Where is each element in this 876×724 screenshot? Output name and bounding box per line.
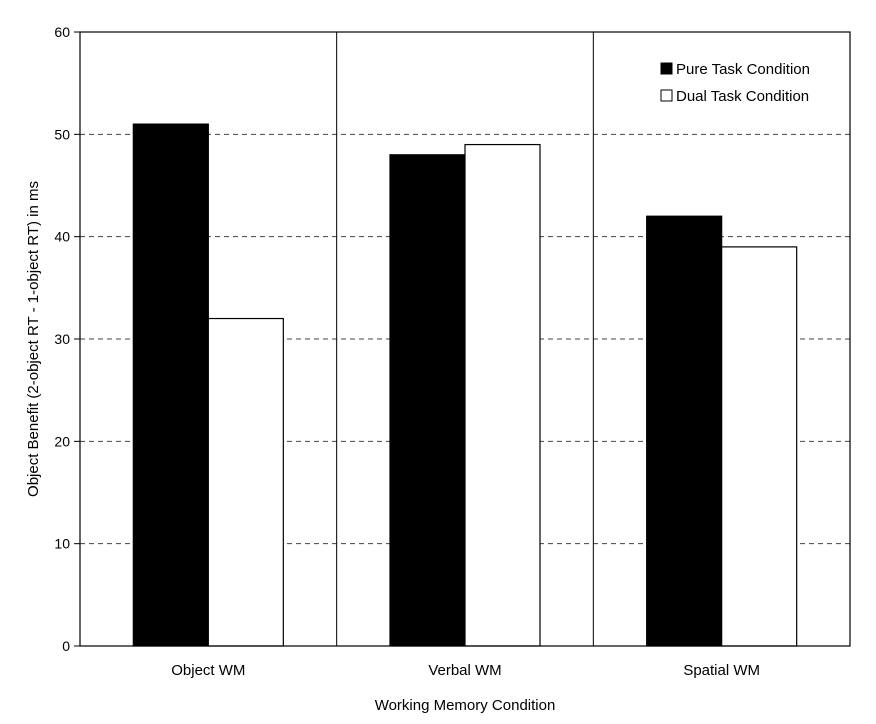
legend-label-dual: Dual Task Condition xyxy=(676,88,809,105)
y-tick-label: 10 xyxy=(54,536,70,552)
bar-pure-2 xyxy=(389,154,466,647)
x-tick-label: Object WM xyxy=(171,662,245,679)
bar-pure-3 xyxy=(646,215,723,647)
category-dividers xyxy=(336,32,594,646)
y-tick-label: 40 xyxy=(54,229,70,245)
legend-label-pure: Pure Task Condition xyxy=(676,61,810,78)
x-tick-label: Spatial WM xyxy=(683,662,760,679)
y-tick-label: 20 xyxy=(54,433,70,449)
y-tick-label: 50 xyxy=(54,126,70,142)
legend-swatch-pure xyxy=(660,62,673,75)
bar-dual-1 xyxy=(207,317,284,647)
y-tick-label: 0 xyxy=(62,638,70,654)
x-tick-label: Verbal WM xyxy=(428,662,501,679)
bars xyxy=(132,123,798,647)
bar-dual-2 xyxy=(464,143,541,647)
bar-pure-1 xyxy=(132,123,209,647)
y-axis-ticks: 0 10 20 30 40 50 60 xyxy=(54,24,80,654)
x-axis-ticks: Object WM Verbal WM Spatial WM xyxy=(171,662,760,679)
x-axis-label: Working Memory Condition xyxy=(375,697,556,714)
y-tick-label: 30 xyxy=(54,331,70,347)
bar-dual-3 xyxy=(721,246,798,647)
y-tick-label: 60 xyxy=(54,24,70,40)
legend: Pure Task Condition Dual Task Condition xyxy=(660,61,810,105)
y-axis-label: Object Benefit (2-object RT - 1-object R… xyxy=(25,181,42,497)
legend-swatch-dual xyxy=(660,89,673,102)
